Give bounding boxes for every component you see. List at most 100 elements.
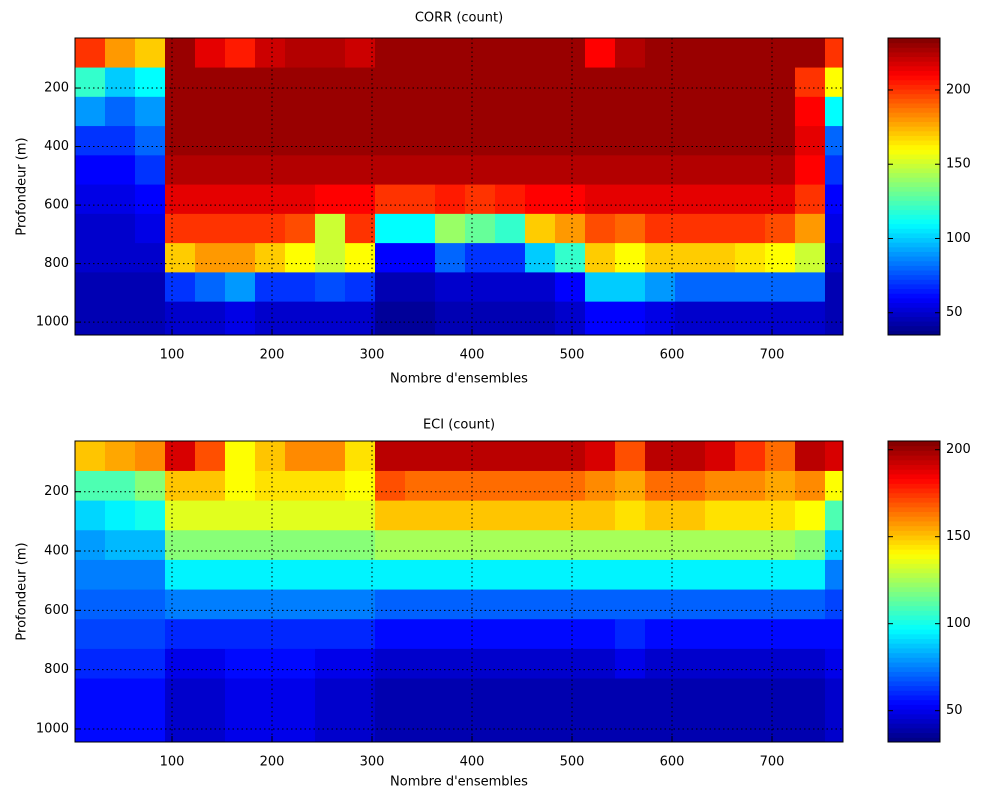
- colorbar-swatch: [888, 102, 940, 109]
- x-tick-label: 300: [360, 755, 385, 770]
- colorbar-swatch: [888, 464, 940, 470]
- heat-cell: [795, 155, 826, 186]
- heat-cell: [825, 530, 843, 561]
- colorbar-swatch: [888, 441, 940, 447]
- heat-cell: [435, 589, 466, 620]
- heat-cell: [555, 301, 586, 335]
- colorbar-swatch: [888, 652, 940, 658]
- heat-cell: [675, 678, 706, 709]
- heat-cell: [225, 648, 256, 680]
- colorbar-swatch: [888, 181, 940, 187]
- heat-cell: [585, 648, 616, 680]
- colorbar-swatch: [888, 549, 940, 555]
- colorbar-swatch: [888, 638, 940, 644]
- heat-cell: [405, 67, 436, 98]
- x-tick-label: 100: [160, 755, 185, 770]
- colorbar-swatch: [888, 218, 940, 225]
- heat-cell: [255, 213, 286, 244]
- colorbar-swatch: [888, 619, 940, 625]
- heat-cell: [375, 648, 406, 680]
- heat-cell: [735, 619, 766, 650]
- heat-cell: [795, 500, 826, 531]
- heat-cell: [525, 619, 556, 650]
- colorbar-swatch: [888, 121, 940, 127]
- heat-cell: [465, 301, 496, 335]
- colorbar-swatch: [888, 126, 940, 132]
- heat-cell: [615, 155, 646, 186]
- heat-cell: [225, 155, 256, 186]
- heat-cell: [645, 213, 676, 244]
- heat-cell: [195, 619, 226, 650]
- heat-cell: [555, 559, 586, 591]
- heat-cell: [645, 559, 676, 591]
- heat-cell: [315, 500, 346, 531]
- heat-cell: [405, 500, 436, 531]
- colorbar-frame: [887, 37, 941, 336]
- heat-cell: [585, 441, 616, 472]
- heat-cell: [375, 272, 406, 303]
- heat-cell: [705, 243, 736, 273]
- colorbar-swatch: [888, 723, 940, 729]
- colorbar-swatch: [888, 577, 940, 583]
- heat-cell: [495, 96, 526, 127]
- heat-cell: [105, 441, 136, 472]
- heat-cell: [675, 67, 706, 98]
- heat-cell: [765, 301, 796, 335]
- heat-cell: [645, 67, 676, 98]
- heat-cell: [75, 559, 106, 591]
- heat-cell: [405, 243, 436, 273]
- heat-cell: [645, 470, 676, 502]
- heat-cell: [555, 708, 586, 742]
- heat-cell: [825, 708, 843, 742]
- heat-cell: [285, 708, 316, 742]
- heat-cell: [315, 96, 346, 127]
- heat-cell: [495, 500, 526, 531]
- colorbar-swatch: [888, 270, 940, 276]
- heat-cell: [825, 272, 843, 303]
- colorbar-swatch: [888, 699, 940, 705]
- heat-cell: [465, 272, 496, 303]
- colorbar-swatch: [888, 293, 940, 299]
- colorbar-tick-label: 50: [946, 305, 963, 320]
- heat-cell: [255, 648, 286, 680]
- heat-cell: [195, 67, 226, 98]
- heat-cell: [225, 559, 256, 591]
- heat-cell: [165, 678, 196, 709]
- heat-cell: [465, 589, 496, 620]
- heat-cell: [405, 589, 436, 620]
- heat-cell: [795, 559, 826, 591]
- heat-cell: [285, 272, 316, 303]
- colorbar-swatch: [888, 558, 940, 564]
- heat-cell: [195, 38, 226, 69]
- heat-cell: [75, 589, 106, 620]
- heat-cell: [345, 441, 376, 472]
- colorbar-swatch: [888, 237, 940, 243]
- heat-cell: [795, 530, 826, 561]
- colorbar-swatch: [888, 709, 940, 715]
- colorbar-swatch: [888, 311, 940, 317]
- heat-cell: [375, 589, 406, 620]
- colorbar-swatch: [888, 694, 940, 701]
- colorbar-swatch: [888, 316, 940, 322]
- heat-cell: [795, 243, 826, 273]
- heat-cell: [195, 243, 226, 273]
- heat-cell: [75, 619, 106, 650]
- heat-cell: [735, 272, 766, 303]
- heat-cell: [645, 243, 676, 273]
- colorbar-swatch: [888, 330, 940, 336]
- heat-cell: [105, 243, 136, 273]
- heat-cell: [375, 213, 406, 244]
- heat-cell: [405, 301, 436, 335]
- colorbar-swatch: [888, 647, 940, 654]
- heat-cell: [105, 96, 136, 127]
- heat-cell: [75, 708, 106, 742]
- colorbar-swatch: [888, 530, 940, 536]
- colorbar-swatch: [888, 209, 940, 215]
- heat-cell: [165, 301, 196, 335]
- colorbar-swatch: [888, 65, 940, 71]
- heat-cell: [465, 559, 496, 591]
- heat-cell: [585, 530, 616, 561]
- heat-cell: [495, 155, 526, 186]
- heat-cell: [105, 559, 136, 591]
- heat-cell: [705, 500, 736, 531]
